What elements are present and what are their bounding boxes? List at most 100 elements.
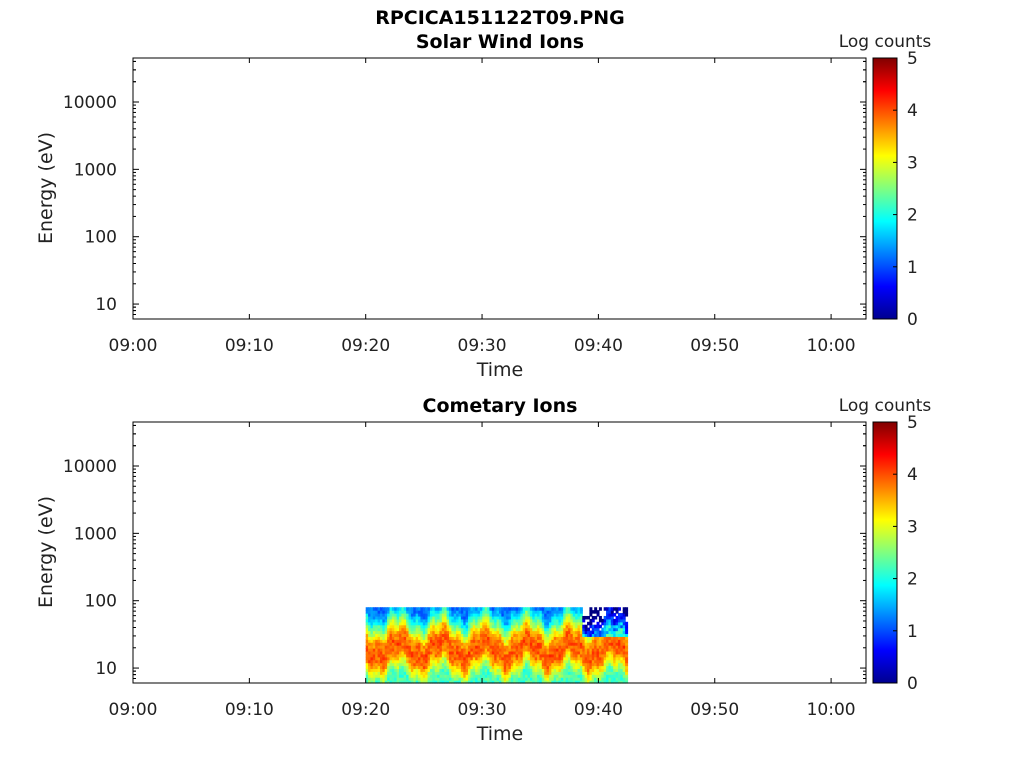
- spectrogram-cell: [625, 656, 629, 661]
- spectrogram-cell: [587, 668, 591, 672]
- spectrogram-cell: [482, 648, 486, 652]
- spectrogram-cell: [560, 674, 564, 678]
- spectrogram-cell: [470, 607, 474, 611]
- colorbar-tick-label: 3: [907, 153, 918, 173]
- spectrogram-cell: [544, 677, 548, 681]
- spectrogram-cell: [375, 645, 379, 649]
- spectrogram-cell: [546, 618, 550, 623]
- spectrogram-cell: [403, 680, 407, 684]
- spectrogram-cell: [403, 648, 407, 652]
- spectrogram-cell: [620, 639, 624, 643]
- spectrogram-cell: [472, 624, 476, 629]
- spectrogram-cell: [520, 610, 524, 614]
- spectrogram-cell: [529, 613, 533, 617]
- spectrogram-cell: [546, 645, 550, 649]
- spectrogram-cell: [529, 624, 533, 629]
- spectrogram-cell: [501, 607, 505, 611]
- spectrogram-cell: [372, 671, 376, 675]
- spectrogram-cell: [479, 656, 483, 661]
- spectrogram-cell: [565, 607, 569, 611]
- spectrogram-cell: [563, 627, 567, 632]
- spectrogram-cell: [375, 633, 379, 637]
- spectrogram-cell: [610, 674, 614, 678]
- spectrogram-cell: [558, 636, 562, 640]
- spectrogram-cell: [456, 668, 460, 672]
- spectrogram-cell: [606, 650, 610, 655]
- spectrogram-cell: [418, 674, 422, 678]
- spectrogram-cell: [556, 674, 560, 678]
- spectrogram-cell: [522, 653, 526, 658]
- spectrogram-cell: [541, 662, 545, 667]
- spectrogram-cell: [425, 674, 429, 678]
- spectrogram-cell: [470, 656, 474, 661]
- spectrogram-cell: [489, 630, 493, 635]
- spectrogram-cell: [582, 615, 586, 620]
- spectrogram-cell: [472, 633, 476, 637]
- spectrogram-cell: [532, 665, 536, 670]
- spectrogram-cell: [560, 659, 564, 664]
- spectrogram-cell: [415, 662, 419, 667]
- spectrogram-cell: [620, 624, 624, 629]
- spectrogram-cell: [475, 662, 479, 667]
- spectrogram-cell: [477, 653, 481, 658]
- spectrogram-cell: [601, 639, 605, 643]
- spectrogram-cell: [520, 648, 524, 652]
- spectrogram-cell: [522, 648, 526, 652]
- spectrogram-cell: [548, 653, 552, 658]
- spectrogram-cell: [518, 639, 521, 643]
- spectrogram-cell: [613, 653, 617, 658]
- spectrogram-cell: [553, 607, 557, 611]
- spectrogram-cell: [617, 636, 621, 640]
- spectrogram-cell: [415, 615, 419, 620]
- spectrogram-cell: [379, 668, 383, 672]
- spectrogram-cell: [451, 618, 455, 623]
- spectrogram-cell: [594, 645, 598, 649]
- spectrogram-cell: [458, 639, 462, 643]
- spectrogram-cell: [441, 624, 445, 629]
- spectrogram-cell: [508, 671, 512, 675]
- spectrogram-cell: [377, 645, 381, 649]
- spectrogram-cell: [534, 648, 538, 652]
- spectrogram-cell: [494, 639, 498, 643]
- spectrogram-cell: [537, 610, 541, 614]
- spectrogram-cell: [594, 653, 598, 658]
- spectrogram-cell: [615, 639, 619, 643]
- spectrogram-cell: [465, 610, 469, 614]
- spectrogram-cell: [491, 621, 495, 626]
- spectrogram-cell: [470, 642, 474, 646]
- spectrogram-cell: [458, 662, 462, 667]
- spectrogram-cell: [606, 610, 610, 614]
- spectrogram-cell: [553, 659, 557, 664]
- spectrogram-cell: [491, 662, 495, 667]
- spectrogram-cell: [396, 639, 400, 643]
- spectrogram-cell: [610, 671, 614, 675]
- spectrogram-cell: [460, 677, 464, 681]
- spectrogram-cell: [458, 650, 462, 655]
- spectrogram-cell: [610, 610, 614, 614]
- colorbar-tick-label: 5: [907, 49, 918, 69]
- spectrogram-cell: [558, 662, 562, 667]
- spectrogram-cell: [418, 665, 422, 670]
- spectrogram-cell: [577, 645, 581, 649]
- spectrogram-cell: [529, 668, 533, 672]
- spectrogram-cell: [491, 636, 495, 640]
- spectrogram-cell: [575, 607, 579, 611]
- spectrogram-cell: [399, 653, 402, 658]
- spectrogram-cell: [498, 642, 502, 646]
- spectrogram-cell: [403, 613, 407, 617]
- spectrogram-cell: [432, 645, 436, 649]
- spectrogram-cell: [508, 630, 512, 635]
- spectrogram-cell: [375, 639, 379, 643]
- spectrogram-cell: [413, 656, 417, 661]
- spectrogram-cell: [565, 662, 569, 667]
- spectrogram-cell: [413, 613, 417, 617]
- spectrogram-cell: [448, 627, 452, 632]
- spectrogram-cell: [570, 645, 574, 649]
- spectrogram-cell: [596, 668, 600, 672]
- spectrogram-cell: [491, 630, 495, 635]
- spectrogram-cell: [439, 665, 443, 670]
- spectrogram-cell: [434, 659, 438, 664]
- spectrogram-cell: [427, 624, 431, 629]
- spectrogram-cell: [541, 607, 545, 611]
